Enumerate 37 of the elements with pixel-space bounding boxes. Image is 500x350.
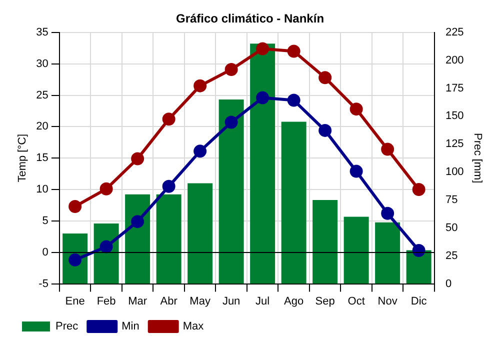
y2-tick-label: 225 [445,26,464,38]
x-tick-label: Jun [222,295,240,308]
y-tick-label: -5 [38,278,48,290]
y2-axis-title: Prec [mm] [471,133,484,184]
x-tick-label: Jul [256,295,270,308]
x-tick-label: Oct [348,295,365,308]
y-tick-label: 10 [36,184,48,196]
legend-label: Prec [56,320,79,333]
x-tick-label: Dic [410,295,428,308]
x-tick-label: Ago [284,295,304,308]
x-tick-label: Sep [315,295,335,308]
y2-tick-label: 150 [445,110,464,122]
legend-label: Max [182,320,204,333]
y2-tick-label: 200 [445,54,464,66]
y2-tick-label: 125 [445,138,464,150]
legend-label: Min [122,320,140,333]
y-tick-label: 30 [36,58,48,70]
x-tick-label: May [190,295,211,308]
y2-tick-label: 50 [445,222,458,234]
y2-tick-label: 175 [445,82,464,94]
x-tick-label: Mar [128,295,148,308]
y-tick-label: 20 [36,120,48,133]
x-tick-label: Ene [65,295,85,308]
y2-tick-label: 0 [445,278,452,290]
y2-tick-label: 25 [445,250,458,262]
y-tick-label: 5 [42,214,48,227]
y-axis-title: Temp [°C] [16,134,29,182]
y2-tick-label: 75 [445,194,458,206]
x-tick-label: Abr [160,295,178,308]
y-tick-label: 0 [42,246,48,258]
x-tick-label: Feb [96,295,116,308]
x-tick-label: Nov [378,295,398,308]
y2-tick-label: 100 [445,166,464,178]
chart-title: Gráfico climático - Nankín [176,12,324,26]
y-tick-label: 35 [36,26,48,38]
y-tick-label: 25 [36,89,48,102]
y-tick-label: 15 [36,152,48,164]
